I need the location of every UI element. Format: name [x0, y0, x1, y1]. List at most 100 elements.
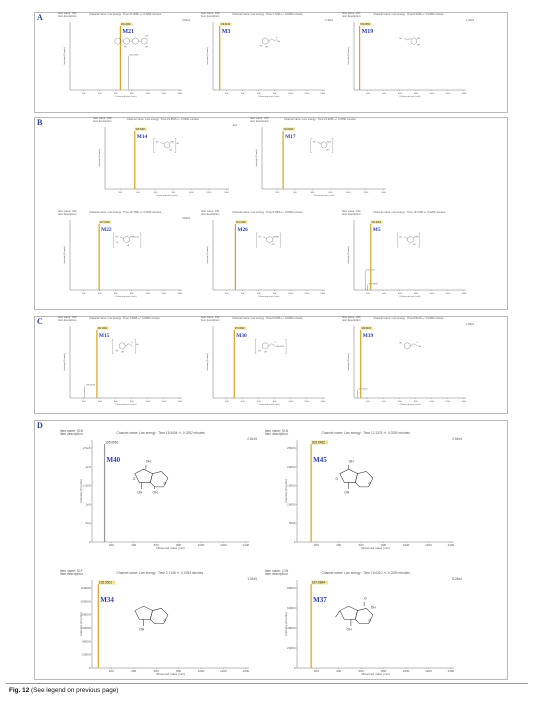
svg-text:OH: OH — [146, 460, 152, 464]
y-axis-title: Intensity (Counts) — [347, 353, 350, 370]
y-tick-label: 1.5e5 — [83, 484, 91, 488]
intensity-scale-label: 3.82e4 — [182, 19, 190, 22]
x-tick-label: 1000 — [429, 293, 435, 295]
x-tick-label: 1000 — [429, 93, 435, 95]
spectrum-b1: Item name: C09 Item description: Channel … — [93, 117, 237, 197]
peak-label-highlight — [311, 580, 329, 585]
x-tick-label: 400 — [382, 293, 386, 295]
svg-text:OH: OH — [145, 47, 148, 49]
chemical-structure: HO SO3 OH — [310, 138, 333, 153]
channel-name-label: Channel name: Low energy : Time 7.9695 +… — [89, 317, 160, 320]
spectrum-plot: 200 400 600 800 1000 1200 1400 Observed mass (m… — [63, 326, 183, 406]
panel-c — [34, 316, 508, 414]
x-tick-label: 1200 — [425, 669, 432, 673]
channel-name-label: Channel name: Low energy : Time 10.7590 … — [89, 211, 162, 214]
spectrum-plot: 200 400 600 800 1000 1200 1400 Observed mass (m… — [347, 220, 467, 298]
x-tick-label: 1000 — [145, 293, 151, 295]
spectrum-b4: Item name: C21 Item description: Channel … — [201, 210, 329, 298]
channel-name-label: Channel name: Low energy : Time 8.7805 +… — [232, 211, 303, 214]
svg-text:OH: OH — [418, 346, 421, 348]
channel-name-label: Channel name: Low energy : Time 8.4445 +… — [373, 13, 444, 16]
spectrum-b5: Item name: C23 Item description: Channel … — [342, 210, 470, 298]
intensity-scale-label: 2.81e5 — [247, 437, 257, 441]
x-tick-label: 400 — [241, 93, 245, 95]
x-tick-label: 400 — [98, 93, 102, 95]
y-tick-label: 20000 — [287, 465, 296, 469]
x-tick-label: 1400 — [448, 669, 455, 673]
x-tick-label: 800 — [273, 293, 277, 295]
y-tick-label: 10000 — [287, 502, 296, 506]
spectrum-plot: 200 400 600 800 1000 1200 1400 Observed mass (m… — [347, 326, 467, 406]
x-tick-label: 600 — [398, 293, 402, 295]
x-tick-label: 1400 — [320, 401, 326, 403]
svg-text:OH: OH — [264, 352, 267, 354]
peak-label-highlight — [134, 127, 147, 131]
svg-text:HO: HO — [116, 350, 119, 352]
x-tick-label: 800 — [130, 93, 134, 95]
panel-b — [34, 117, 508, 310]
x-tick-label: 600 — [311, 192, 315, 194]
intensity-scale-label: 1.65e4 — [466, 323, 474, 326]
chemical-structure: HO OH OH — [400, 37, 420, 47]
x-tick-label: 1000 — [403, 669, 410, 673]
base-peak — [370, 224, 372, 290]
base-peak — [103, 444, 106, 542]
x-tick-label: 1400 — [461, 93, 467, 95]
svg-text:OMe: OMe — [170, 142, 174, 144]
svg-text:OH: OH — [347, 627, 353, 631]
base-peak-mass-label: 481.2000 — [121, 24, 131, 26]
x-tick-label: 1400 — [177, 293, 183, 295]
peak-label-highlight — [98, 580, 116, 585]
channel-name-label: Channel name: Low energy : Time 8.0035 +… — [232, 317, 303, 320]
spectrum-a2: Item name: C24 Item description: Channel … — [201, 12, 333, 98]
base-peak-mass-label: 232.0062 — [371, 222, 381, 224]
svg-text:O: O — [132, 342, 134, 344]
x-tick-label: 600 — [154, 192, 158, 194]
x-tick-label: 200 — [109, 543, 114, 547]
channel-name-label: Channel name: Low energy : Time 15.9404 … — [116, 431, 205, 435]
x-tick-label: 1400 — [177, 93, 183, 95]
base-peak — [359, 26, 361, 90]
svg-text:O: O — [164, 482, 167, 486]
item-name-label: Item name: C23 Item description: — [342, 210, 362, 216]
compound-id-label: M5 — [372, 227, 381, 233]
y-axis-title: Intensity (Counts) — [63, 47, 66, 64]
x-tick-label: 1200 — [161, 93, 167, 95]
peak-label-highlight — [370, 220, 383, 224]
compound-id-label: M30 — [236, 333, 247, 339]
y-tick-label: 60000 — [82, 626, 91, 630]
compound-id-label: M21 — [122, 29, 135, 35]
x-tick-label: 1000 — [288, 293, 294, 295]
x-axis-title: Observed mass (m/z) — [116, 403, 137, 406]
channel-name-label: Channel name: Low energy : Time 16.8515 … — [126, 118, 199, 121]
secondary-peak-label: 119.0503 — [358, 389, 368, 391]
x-axis-title: Observed mass (m/z) — [400, 95, 421, 98]
x-tick-label: 600 — [257, 293, 261, 295]
x-tick-label: 1200 — [161, 293, 167, 295]
svg-text:HO: HO — [400, 236, 403, 238]
y-tick-label: 100000 — [80, 599, 90, 603]
chemical-structure: HO OSO3H OH — [256, 232, 281, 248]
x-tick-label: 1000 — [198, 543, 205, 547]
y-axis-title: Intensity (Counts) — [206, 353, 209, 370]
y-tick-label: 2.5e5 — [83, 446, 91, 450]
x-tick-label: 800 — [273, 93, 277, 95]
y-tick-label: 120000 — [80, 586, 90, 590]
peak-label-highlight — [360, 326, 373, 330]
base-peak-mass-label: 233.0000 — [284, 129, 294, 131]
svg-text:SO3: SO3 — [327, 142, 330, 144]
x-tick-label: 200 — [82, 401, 86, 403]
x-axis-title: Observed mass (m/z) — [259, 295, 280, 298]
x-tick-label: 400 — [336, 543, 341, 547]
x-tick-label: 600 — [359, 669, 364, 673]
compound-id-label: M14 — [136, 134, 148, 140]
channel-name-label: Channel name: Low energy : Time 12.1376 … — [321, 431, 410, 435]
x-axis-title: Observed mass (m/z) — [400, 295, 421, 298]
y-tick-label: 40000 — [82, 639, 91, 643]
base-peak-mass-label: 197.0844 — [312, 581, 326, 585]
x-tick-label: 800 — [172, 192, 176, 194]
svg-text:HO: HO — [313, 142, 316, 144]
x-axis-title: Observed mass (m/z) — [400, 403, 421, 406]
